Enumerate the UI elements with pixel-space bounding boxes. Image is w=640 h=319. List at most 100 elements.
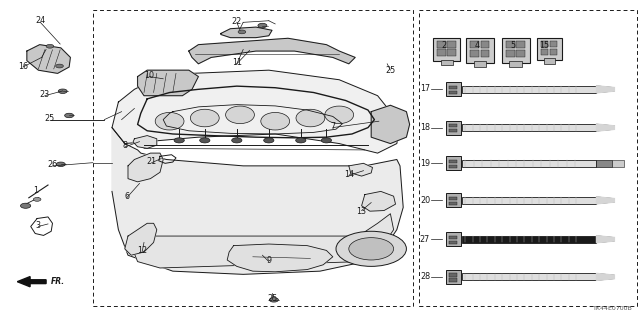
Text: 27: 27: [420, 235, 430, 244]
Text: 18: 18: [420, 123, 430, 132]
Ellipse shape: [261, 113, 289, 130]
Bar: [541, 48, 548, 55]
Bar: [516, 41, 525, 48]
Bar: [449, 202, 457, 205]
Circle shape: [46, 44, 54, 48]
Polygon shape: [189, 38, 355, 64]
FancyBboxPatch shape: [446, 193, 461, 207]
Circle shape: [33, 197, 41, 201]
Text: 21: 21: [147, 157, 157, 166]
Polygon shape: [112, 128, 403, 274]
Text: 19: 19: [420, 159, 430, 168]
Polygon shape: [131, 214, 394, 268]
Polygon shape: [596, 86, 614, 93]
Circle shape: [336, 231, 406, 266]
Text: 25: 25: [44, 114, 54, 122]
Bar: [419, 10, 637, 306]
Bar: [449, 241, 457, 244]
Bar: [550, 41, 557, 47]
Bar: [449, 273, 457, 277]
Bar: [438, 41, 446, 48]
Bar: [550, 48, 557, 55]
Circle shape: [65, 113, 74, 118]
FancyBboxPatch shape: [446, 270, 461, 284]
Text: 24: 24: [35, 16, 45, 25]
Bar: [449, 86, 457, 89]
Circle shape: [56, 64, 63, 68]
Text: 22: 22: [232, 17, 242, 26]
Polygon shape: [596, 124, 614, 131]
Text: 8: 8: [123, 141, 128, 150]
Bar: [516, 50, 525, 57]
Circle shape: [269, 298, 278, 302]
Bar: [506, 41, 515, 48]
Polygon shape: [125, 223, 157, 255]
Text: 25: 25: [385, 66, 396, 75]
Bar: [462, 160, 596, 167]
Text: 2: 2: [442, 41, 447, 50]
Text: 4: 4: [475, 41, 480, 50]
Circle shape: [321, 138, 332, 143]
FancyBboxPatch shape: [466, 38, 494, 63]
Text: 1: 1: [33, 186, 38, 195]
Text: 23: 23: [40, 90, 50, 99]
Ellipse shape: [325, 106, 354, 124]
Text: TK44E0700B: TK44E0700B: [593, 306, 632, 311]
FancyBboxPatch shape: [446, 121, 461, 135]
Text: 15: 15: [539, 41, 549, 50]
Polygon shape: [221, 27, 272, 38]
Text: 6: 6: [124, 192, 129, 201]
Text: 25: 25: [267, 294, 277, 303]
Circle shape: [56, 162, 65, 167]
Circle shape: [238, 30, 246, 34]
Bar: [447, 49, 456, 56]
Circle shape: [20, 203, 31, 208]
Ellipse shape: [156, 113, 184, 130]
Bar: [449, 91, 457, 94]
Text: 3: 3: [36, 221, 41, 230]
Text: 11: 11: [232, 58, 242, 67]
Circle shape: [174, 138, 184, 143]
Circle shape: [200, 138, 210, 143]
Polygon shape: [349, 163, 372, 176]
Circle shape: [296, 138, 306, 143]
Polygon shape: [371, 105, 410, 144]
Bar: [612, 160, 624, 167]
Bar: [506, 50, 515, 57]
Polygon shape: [596, 273, 614, 280]
Bar: [449, 165, 457, 168]
Text: 7: 7: [330, 122, 335, 131]
Bar: [449, 129, 457, 132]
Text: 26: 26: [47, 160, 58, 169]
Text: 16: 16: [18, 62, 28, 71]
Polygon shape: [362, 191, 396, 211]
Bar: [449, 124, 457, 127]
Ellipse shape: [191, 109, 219, 127]
Text: 13: 13: [356, 207, 367, 216]
Bar: [462, 197, 596, 204]
Bar: [93, 10, 413, 306]
Text: 20: 20: [420, 196, 430, 205]
Polygon shape: [138, 70, 198, 96]
Bar: [438, 49, 446, 56]
Bar: [596, 160, 612, 167]
Text: 9: 9: [266, 256, 271, 265]
Bar: [440, 60, 453, 65]
Text: 28: 28: [420, 272, 430, 281]
Polygon shape: [133, 136, 157, 148]
Text: FR.: FR.: [51, 277, 65, 286]
FancyBboxPatch shape: [446, 156, 461, 170]
Circle shape: [264, 138, 274, 143]
Polygon shape: [17, 277, 46, 287]
Bar: [481, 41, 490, 48]
Bar: [509, 61, 522, 67]
Circle shape: [58, 89, 67, 93]
Text: 10: 10: [144, 71, 154, 80]
Text: 5: 5: [511, 41, 516, 50]
Bar: [543, 58, 555, 64]
Bar: [462, 86, 596, 93]
FancyBboxPatch shape: [433, 38, 460, 61]
Polygon shape: [227, 244, 333, 272]
Bar: [449, 236, 457, 239]
Polygon shape: [596, 236, 614, 243]
